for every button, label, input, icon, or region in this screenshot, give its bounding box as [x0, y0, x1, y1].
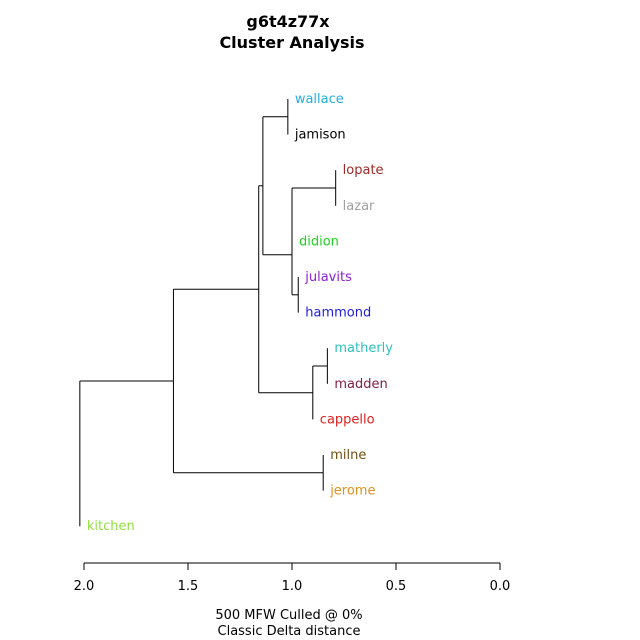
- dendrogram-leaves: wallace jamison lopate lazar didion julavits h…: [87, 92, 393, 534]
- x-tick-label-4: 0.0: [490, 579, 511, 594]
- leaf-label-milne: milne: [330, 448, 366, 463]
- leaf-label-jerome: jerome: [329, 484, 375, 499]
- x-tick-label-2: 1.0: [282, 579, 303, 594]
- dendrogram-branches: [79, 99, 337, 527]
- leaf-label-madden: madden: [334, 377, 387, 392]
- x-tick-label-0: 2.0: [74, 579, 95, 594]
- chart-title: g6t4z77x: [246, 12, 330, 31]
- x-axis-caption-line2: Classic Delta distance: [218, 624, 361, 639]
- leaf-label-julavits: julavits: [304, 270, 352, 285]
- chart-subtitle: Cluster Analysis: [219, 33, 364, 52]
- x-tick-label-3: 0.5: [386, 579, 407, 594]
- leaf-label-kitchen: kitchen: [87, 519, 135, 534]
- x-axis: 2.0 1.5 1.0 0.5 0.0: [74, 562, 511, 594]
- leaf-label-lazar: lazar: [343, 199, 375, 214]
- leaf-label-lopate: lopate: [343, 163, 384, 178]
- leaf-label-didion: didion: [299, 234, 339, 249]
- leaf-label-cappello: cappello: [320, 412, 375, 427]
- leaf-label-wallace: wallace: [295, 92, 344, 107]
- x-axis-caption-line1: 500 MFW Culled @ 0%: [215, 608, 362, 623]
- x-tick-label-1: 1.5: [178, 579, 199, 594]
- leaf-label-matherly: matherly: [334, 341, 393, 356]
- leaf-label-hammond: hammond: [305, 306, 371, 321]
- leaf-label-jamison: jamison: [294, 128, 346, 143]
